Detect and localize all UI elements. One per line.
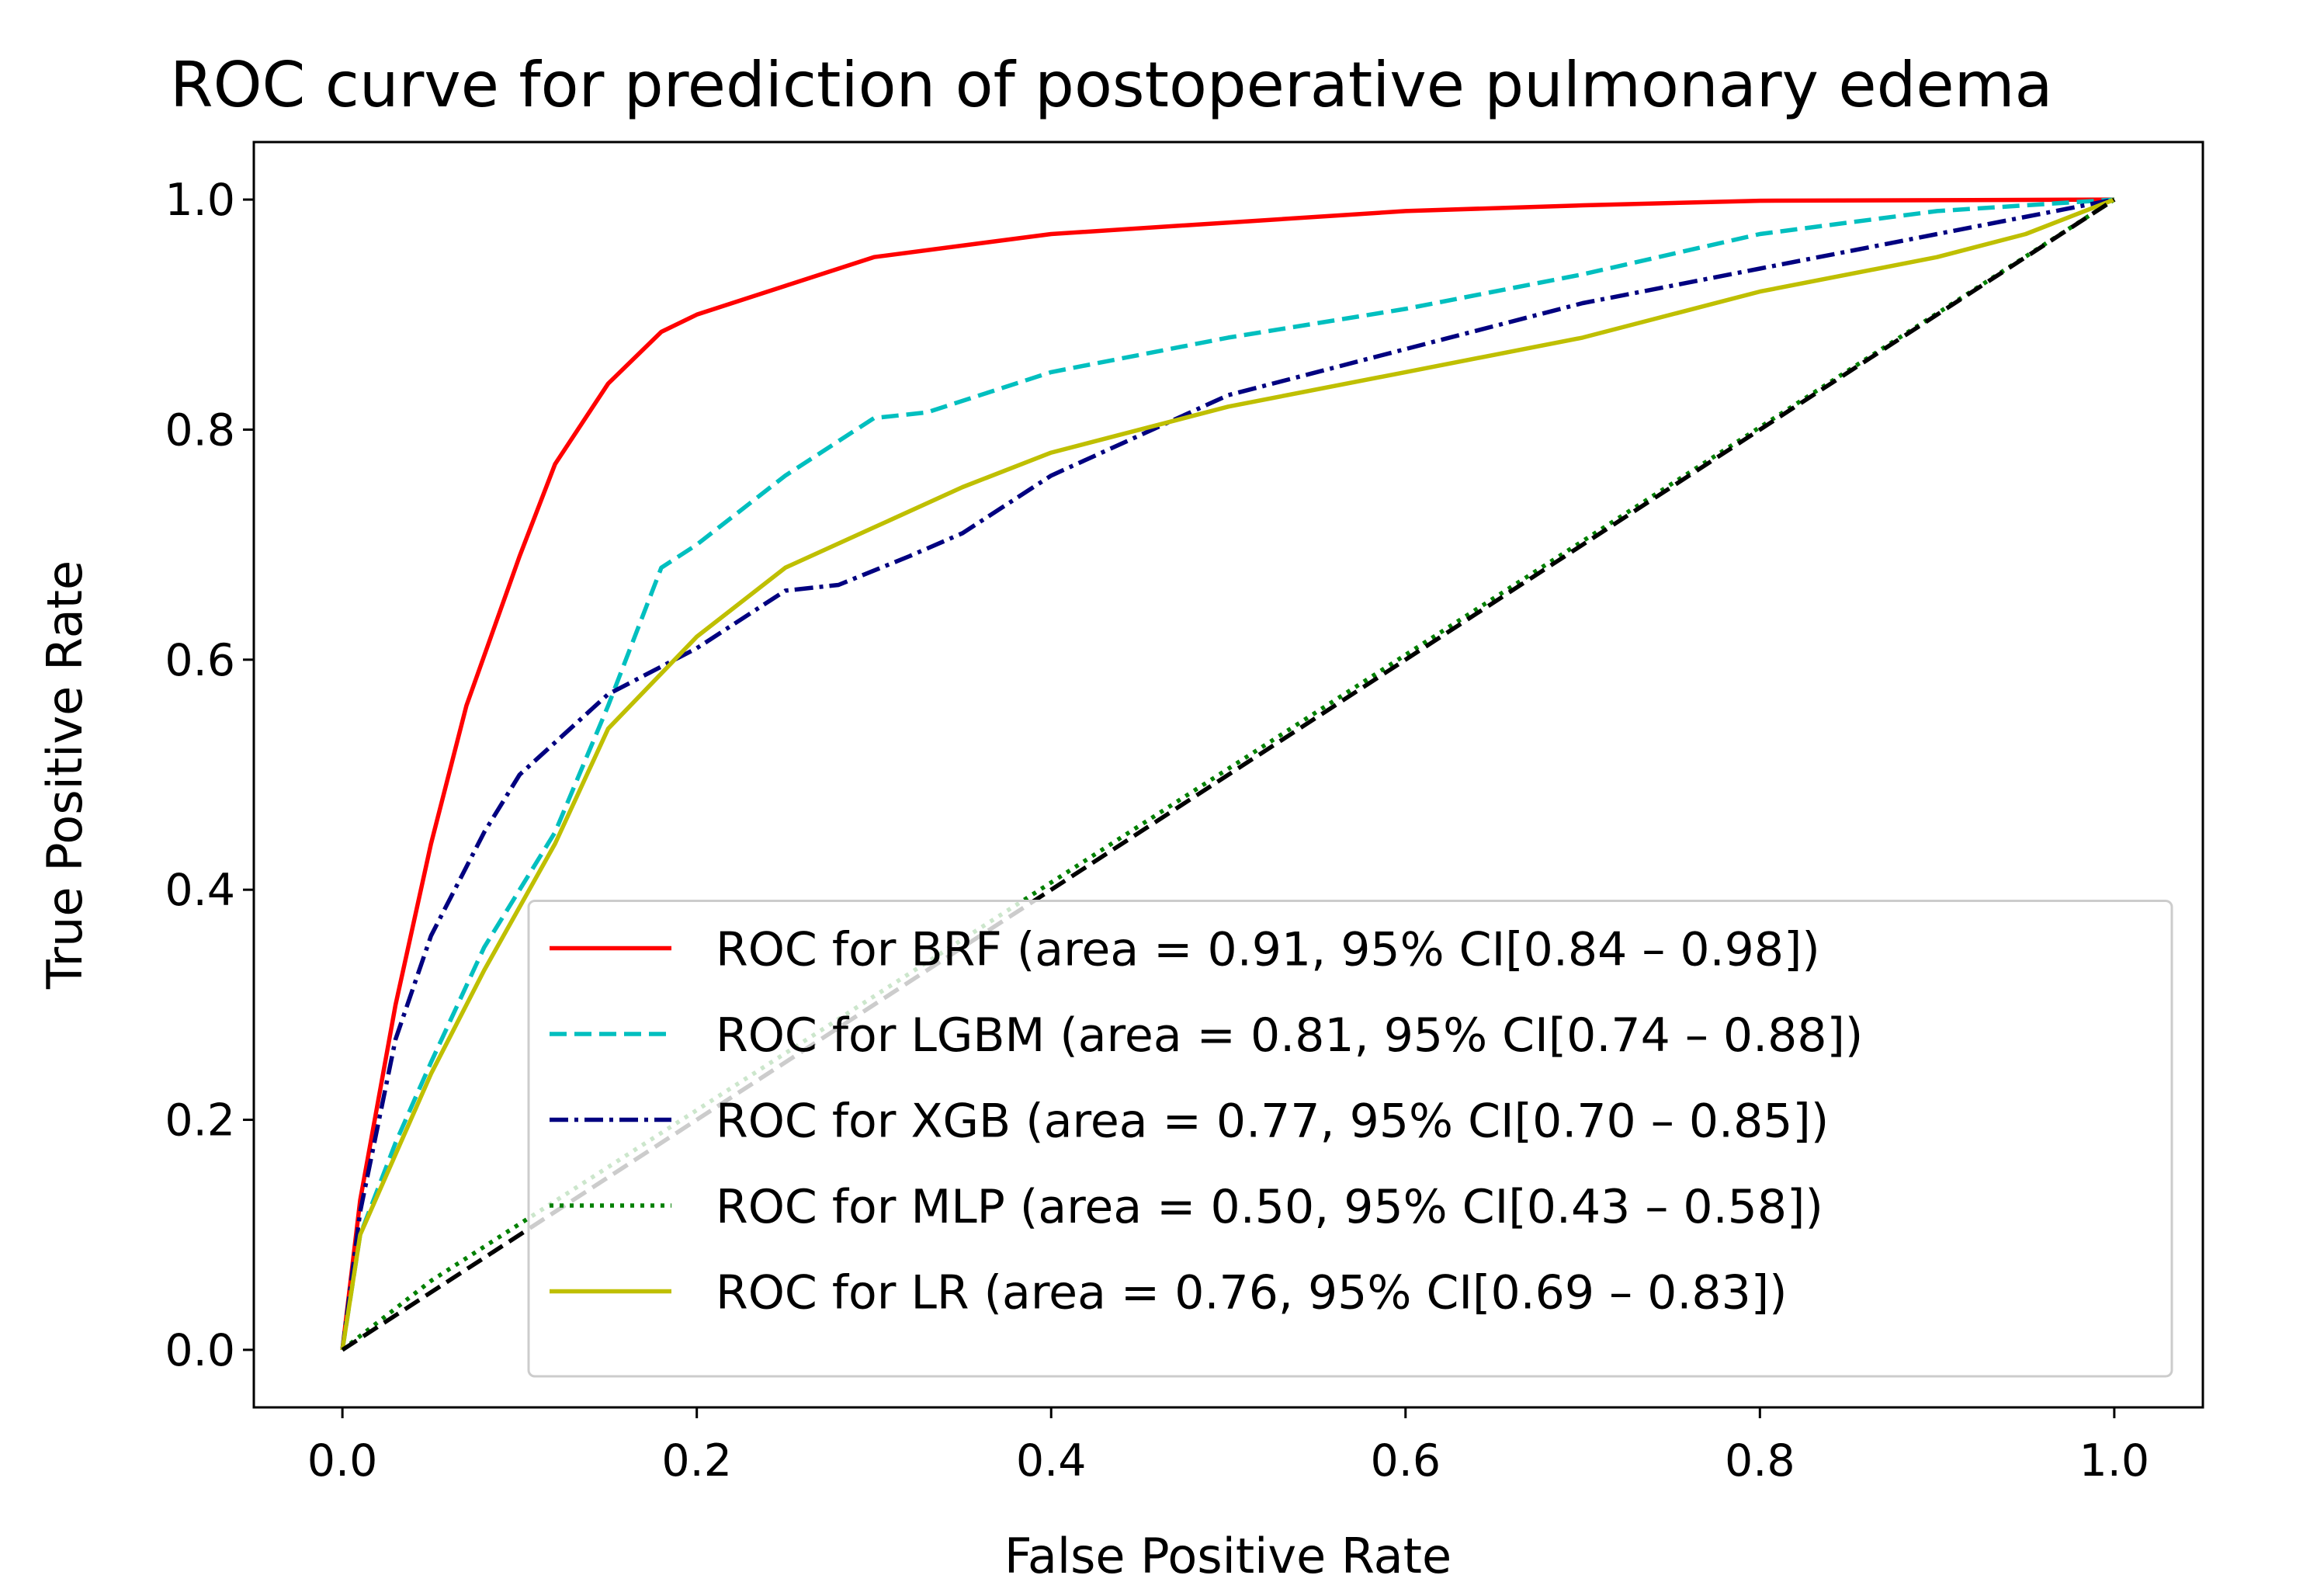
x-axis-label: False Positive Rate: [1004, 1528, 1452, 1584]
series-line: [340, 197, 2114, 1351]
y-tick-label: 0.8: [165, 404, 235, 456]
chart-title: ROC curve for prediction of postoperativ…: [170, 49, 2053, 121]
legend-box: [527, 900, 2173, 1378]
plot-frame: [252, 141, 2204, 1409]
series-line: [341, 197, 2116, 1352]
x-tick-label: 0.8: [1725, 1435, 1795, 1487]
series-line: [340, 197, 2115, 1351]
y-tick-label: 0.2: [165, 1095, 235, 1147]
series-line: [340, 197, 2115, 1351]
x-tick-label: 0.2: [661, 1435, 732, 1487]
series-line: [340, 197, 2115, 1351]
y-tick-label: 0.4: [165, 865, 235, 916]
x-tick-label: 0.6: [1370, 1435, 1441, 1487]
x-tick-label: 0.4: [1016, 1435, 1087, 1487]
x-tick-label: 0.0: [307, 1435, 378, 1487]
y-tick-label: 0.6: [165, 635, 235, 686]
y-axis-label: True Positive Rate: [36, 560, 93, 990]
legend-label: ROC for LGBM (area = 0.81, 95% CI[0.74 –…: [716, 1008, 1863, 1063]
legend-label: ROC for XGB (area = 0.77, 95% CI[0.70 – …: [716, 1095, 1829, 1149]
legend-label: ROC for MLP (area = 0.50, 95% CI[0.43 – …: [716, 1180, 1823, 1234]
x-tick-label: 1.0: [2079, 1435, 2150, 1487]
y-tick-label: 0.0: [165, 1325, 235, 1376]
legend-label: ROC for BRF (area = 0.91, 95% CI[0.84 – …: [716, 923, 1820, 977]
legend-label: ROC for LR (area = 0.76, 95% CI[0.69 – 0…: [716, 1266, 1788, 1320]
y-tick-label: 1.0: [165, 175, 235, 226]
